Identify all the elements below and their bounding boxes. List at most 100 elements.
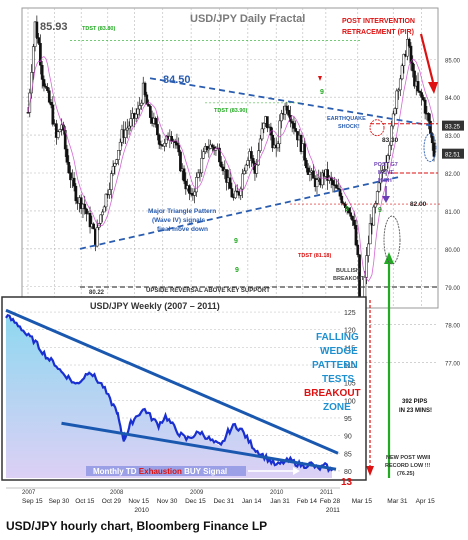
candle: [422, 97, 425, 101]
price-label-8450: 84.50: [163, 74, 191, 86]
candle: [147, 104, 150, 107]
weekly-y-tick-label: 120: [344, 328, 356, 335]
pir-arrow-head: [428, 82, 438, 94]
record-low-label-2: RECORD LOW !!!: [385, 463, 430, 469]
candle: [241, 173, 244, 190]
candle: [95, 227, 99, 247]
wedge-label-6: ZONE: [323, 402, 351, 413]
candle: [193, 191, 197, 196]
x-tick-label: Mar 31: [387, 498, 408, 505]
weekly-x-tick-label: 2010: [270, 490, 284, 496]
weekly-x-tick-label: 2009: [190, 490, 204, 496]
candle: [375, 191, 379, 204]
moving-average-line: [27, 56, 435, 282]
candle: [406, 39, 409, 57]
candle: [368, 223, 372, 245]
candle: [207, 148, 211, 151]
candle: [276, 143, 280, 149]
candle: [154, 118, 158, 125]
candle: [349, 212, 353, 217]
candle: [400, 65, 404, 80]
triangle-label-1: Major Triangle Pattern: [148, 208, 216, 215]
candle: [175, 142, 179, 146]
candle: [294, 128, 298, 132]
candle: [182, 168, 186, 182]
candle: [420, 92, 423, 98]
candle: [117, 150, 120, 160]
g7-label-1: POST G7: [374, 162, 398, 168]
y-tick-label: 85.00: [445, 58, 461, 64]
candle: [31, 46, 35, 73]
candle: [326, 169, 329, 181]
triangle-upper-trendline: [149, 77, 433, 127]
candle: [200, 158, 204, 173]
candle: [287, 109, 290, 116]
candle: [278, 120, 282, 144]
candle: [157, 134, 161, 145]
candle: [409, 45, 413, 64]
pir-label-2: RETRACEMENT (PIR): [342, 29, 414, 36]
price-label-8200: 82.00: [410, 201, 427, 208]
candle: [35, 21, 39, 38]
candle: [344, 203, 347, 209]
wedge-label-4: TESTS: [322, 374, 355, 385]
candle: [255, 164, 259, 174]
candle: [411, 62, 415, 72]
bullish-label-1: BULLISH: [336, 268, 360, 274]
candle: [109, 173, 113, 190]
candle: [258, 138, 262, 152]
x-tick-label: Nov 30: [157, 498, 178, 505]
candle: [367, 243, 370, 256]
candle: [202, 151, 205, 159]
wedge-label-1: FALLING: [316, 332, 359, 343]
candle: [37, 37, 40, 44]
y-tick-highlight: [442, 148, 464, 159]
candle: [218, 147, 221, 163]
candle: [125, 127, 129, 131]
candle: [383, 169, 386, 172]
tdst-label-3: TDST (81.18): [298, 253, 331, 259]
td-count-9: 9: [234, 238, 238, 245]
weekly-y-tick-label: 110: [344, 363, 355, 370]
candle: [418, 90, 422, 93]
upside-reversal-label: UPSIDE REVERSAL ABOVE KEY SUPPORT: [146, 288, 270, 294]
weekly-y-tick-label: 85: [344, 451, 352, 458]
candle: [177, 144, 181, 153]
candle: [156, 124, 159, 136]
candle: [88, 212, 92, 228]
candle: [46, 87, 49, 91]
candle: [129, 118, 133, 127]
candle: [398, 78, 402, 91]
candle: [170, 135, 173, 142]
wedge-upper-line: [5, 308, 339, 455]
candle: [285, 105, 289, 111]
candle: [179, 151, 182, 172]
record-low-label-1: NEW POST WWII: [386, 455, 431, 461]
candle: [347, 207, 351, 213]
candle: [67, 162, 71, 173]
y-tick-label: 79.00: [445, 286, 461, 292]
triangle-label-2: (Wave IV) signals: [152, 217, 206, 224]
weekly-price-line: [5, 314, 333, 474]
candle: [304, 159, 308, 169]
candle: [336, 187, 340, 190]
weekly-y-tick-label: 100: [344, 398, 356, 405]
candle: [331, 180, 335, 186]
candle: [102, 206, 106, 213]
candle: [354, 225, 358, 246]
candle: [244, 164, 248, 172]
candle: [118, 141, 122, 151]
weekly-y-tick-label: 115: [344, 345, 355, 352]
candle: [356, 244, 360, 256]
candle: [79, 197, 83, 209]
candle: [127, 125, 131, 129]
g7-arrow-head: [382, 196, 390, 203]
candlesticks: [26, 15, 436, 362]
candle: [44, 85, 48, 88]
x-tick-label: Feb 14: [297, 498, 318, 505]
candle: [219, 161, 223, 168]
candle: [104, 193, 108, 208]
candle: [85, 208, 88, 215]
td-count-9: 9: [235, 267, 239, 274]
daily-annotations: 85.93 84.50 TDST (83.80) TDST (83.90) TD…: [40, 18, 432, 477]
